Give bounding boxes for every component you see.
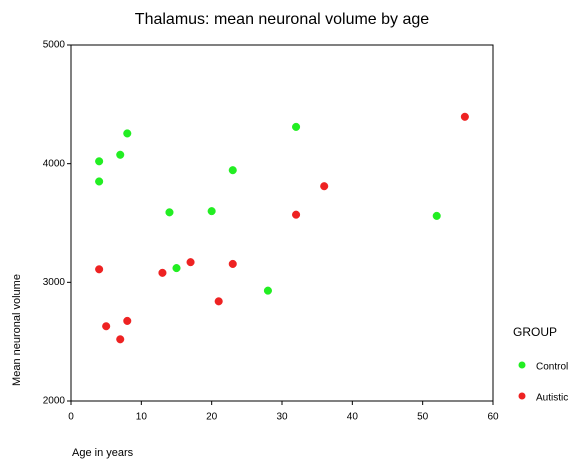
x-tick-label: 10 — [136, 412, 148, 423]
y-tick-label: 3000 — [43, 277, 66, 288]
point — [123, 129, 132, 138]
x-tick-label: 60 — [487, 412, 499, 423]
y-tick-label: 5000 — [43, 40, 66, 51]
y-tick-label: 2000 — [43, 396, 66, 407]
x-tick-label: 40 — [347, 412, 359, 423]
point — [186, 258, 195, 267]
point — [95, 177, 104, 186]
x-axis-label: Age in years — [72, 447, 134, 459]
point — [320, 182, 329, 191]
plot-frame — [70, 44, 494, 402]
x-tick-label: 20 — [206, 412, 218, 423]
y-tick-label: 4000 — [43, 158, 66, 169]
point — [102, 322, 111, 331]
point — [95, 157, 104, 166]
chart-title: Thalamus: mean neuronal volume by age — [135, 11, 429, 28]
point — [228, 166, 237, 175]
point — [172, 264, 181, 273]
point — [432, 211, 441, 220]
point — [116, 335, 125, 344]
x-tick-label: 30 — [276, 412, 288, 423]
x-tick-label: 0 — [68, 412, 74, 423]
x-tick-label: 50 — [417, 412, 429, 423]
point — [292, 210, 301, 219]
legend-label: Autistic — [536, 393, 568, 404]
point — [207, 207, 216, 216]
point — [292, 122, 301, 131]
legend-label: Control — [536, 362, 568, 373]
point — [228, 259, 237, 268]
point — [158, 268, 167, 277]
point — [165, 208, 174, 217]
point — [95, 265, 104, 274]
legend-marker — [518, 392, 526, 400]
y-axis-label: Mean neuronal volume — [11, 274, 23, 386]
legend-marker — [518, 361, 526, 369]
point — [116, 150, 125, 159]
point — [214, 297, 223, 306]
point — [123, 316, 132, 325]
point — [263, 286, 272, 295]
point — [460, 112, 469, 121]
legend-title: GROUP — [513, 325, 557, 339]
